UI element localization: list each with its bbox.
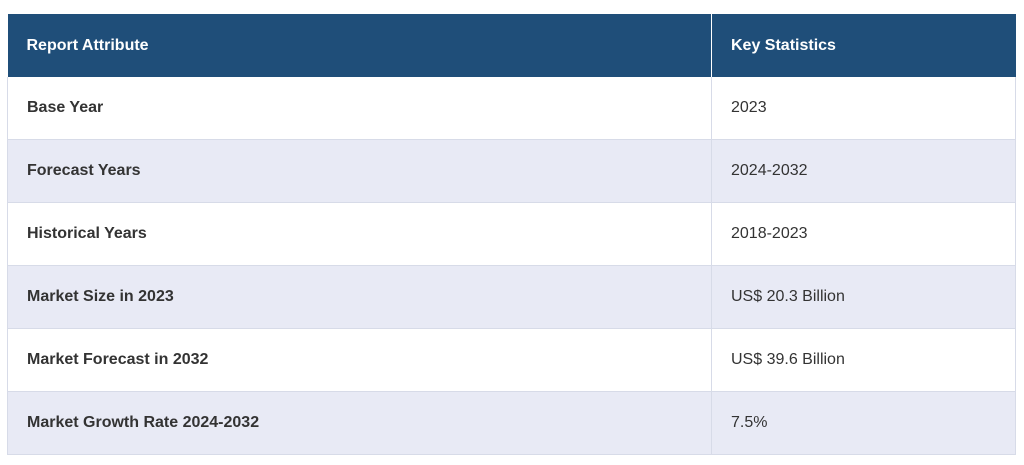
value-cell: 2024-2032: [711, 139, 1016, 203]
report-statistics-table: Report Attribute Key Statistics Base Yea…: [7, 14, 1016, 455]
table-body: Base Year 2023 Forecast Years 2024-2032 …: [7, 77, 1016, 455]
header-key-statistics: Key Statistics: [711, 14, 1016, 77]
value-cell: 7.5%: [711, 391, 1016, 455]
value-cell: 2018-2023: [711, 202, 1016, 266]
table-row: Market Size in 2023 US$ 20.3 Billion: [7, 265, 1016, 329]
table-row: Forecast Years 2024-2032: [7, 139, 1016, 203]
attribute-cell: Base Year: [7, 77, 712, 140]
attribute-cell: Market Growth Rate 2024-2032: [7, 391, 712, 455]
table-row: Historical Years 2018-2023: [7, 202, 1016, 266]
value-cell: US$ 20.3 Billion: [711, 265, 1016, 329]
table-row: Market Forecast in 2032 US$ 39.6 Billion: [7, 328, 1016, 392]
table-row: Base Year 2023: [7, 77, 1016, 140]
attribute-cell: Historical Years: [7, 202, 712, 266]
attribute-cell: Market Forecast in 2032: [7, 328, 712, 392]
header-row: Report Attribute Key Statistics: [7, 14, 1016, 77]
table-header: Report Attribute Key Statistics: [7, 14, 1016, 77]
value-cell: 2023: [711, 77, 1016, 140]
value-cell: US$ 39.6 Billion: [711, 328, 1016, 392]
report-statistics-table-container: Report Attribute Key Statistics Base Yea…: [7, 14, 1016, 455]
attribute-cell: Market Size in 2023: [7, 265, 712, 329]
table-row: Market Growth Rate 2024-2032 7.5%: [7, 391, 1016, 455]
header-report-attribute: Report Attribute: [7, 14, 712, 77]
attribute-cell: Forecast Years: [7, 139, 712, 203]
